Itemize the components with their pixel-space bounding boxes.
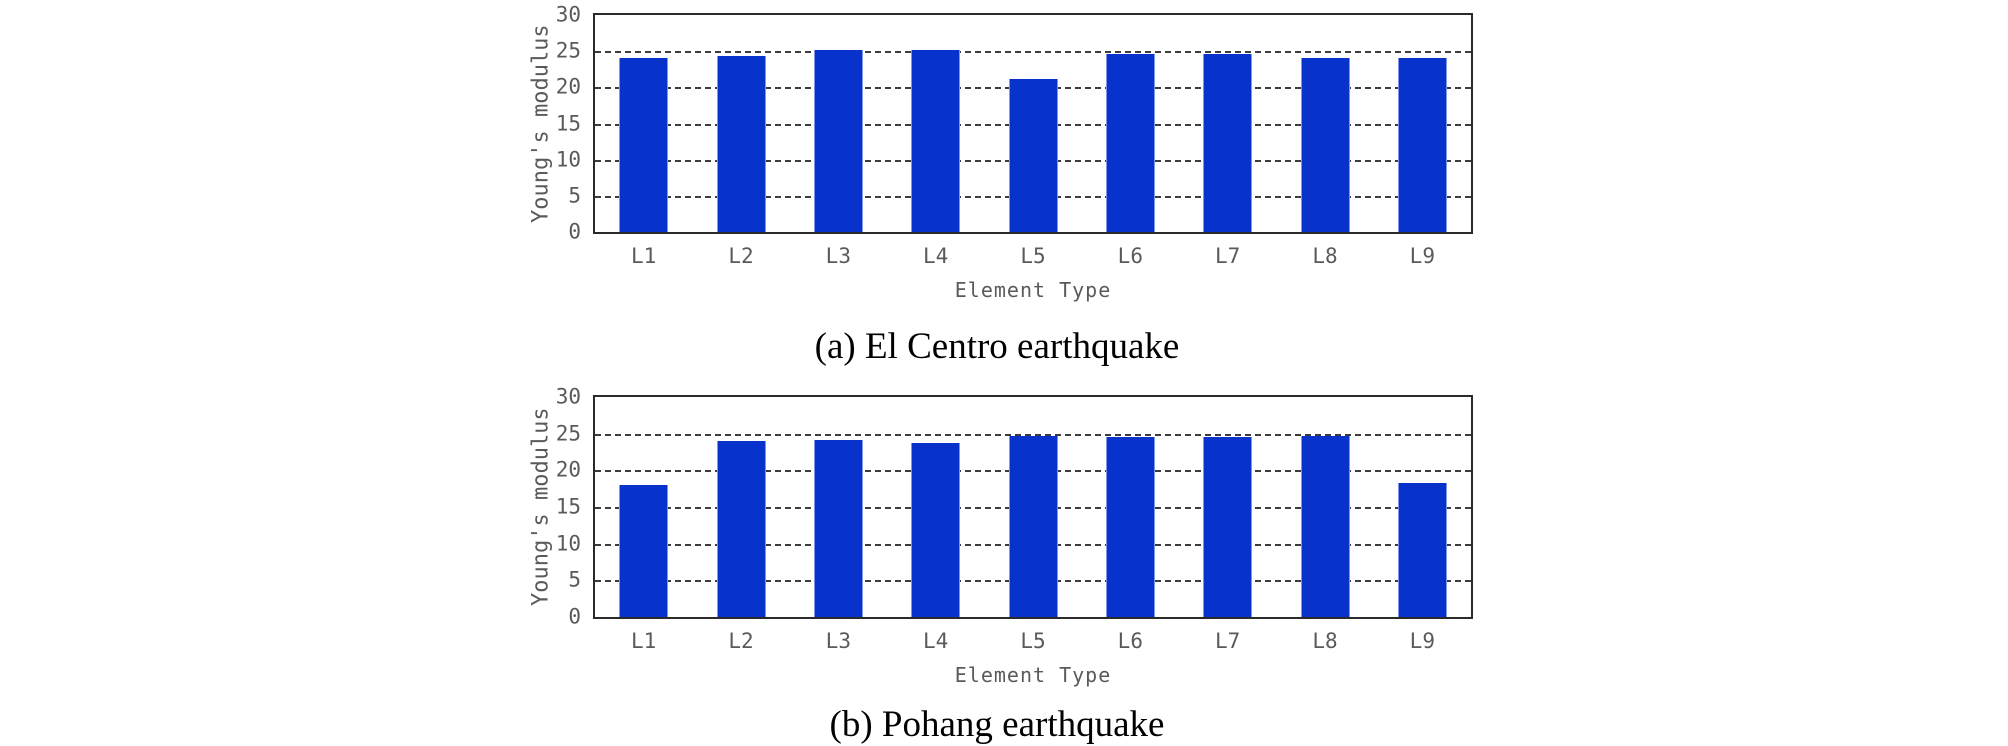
- bar-L5: [1008, 435, 1058, 617]
- x-tick-label-L1: L1: [631, 629, 657, 653]
- x-tick-label-L7: L7: [1215, 244, 1241, 268]
- bar-L8: [1300, 57, 1350, 232]
- x-tick-label-L2: L2: [728, 244, 754, 268]
- x-tick-label-L9: L9: [1409, 244, 1435, 268]
- x-tick-label-L3: L3: [825, 629, 851, 653]
- x-tick-label-L4: L4: [923, 629, 949, 653]
- x-tick-label-L4: L4: [923, 244, 949, 268]
- bar-L2: [716, 441, 766, 617]
- chart-pohang-plot-area: 0 5 10 15 20 25 30 L1 L2 L3 L4 L5 L6 L7 L8 L9 Young's mo…: [529, 386, 1473, 687]
- bar-L5: [1008, 79, 1058, 232]
- y-tick-label-5: 5: [568, 183, 581, 208]
- y-tick-label-20: 20: [555, 457, 581, 482]
- y-tick-label-15: 15: [555, 494, 581, 519]
- x-tick-label-L5: L5: [1020, 629, 1046, 653]
- x-tick-label-L7: L7: [1215, 629, 1241, 653]
- y-tick-label-10: 10: [555, 531, 581, 556]
- y-tick-label-0: 0: [568, 219, 581, 244]
- caption-pohang: (b) Pohang earthquake: [829, 704, 1165, 745]
- caption-el-centro: (a) El Centro earthquake: [814, 326, 1180, 367]
- bar-L3: [813, 50, 863, 232]
- x-tick-label-L8: L8: [1312, 629, 1338, 653]
- y-gridline-25: [595, 433, 1471, 436]
- chart-el-centro-plot-area: 0 5 10 15 20 25 30 L1 L2 L3 L4 L5 L6 L7 L8 L9 Young's mo…: [529, 4, 1473, 302]
- y-tick-label-20: 20: [555, 74, 581, 99]
- y-tick-label-0: 0: [568, 604, 581, 629]
- y-tick-label-25: 25: [555, 421, 581, 446]
- x-tick-label-L6: L6: [1117, 244, 1143, 268]
- y-tick-label-30: 30: [555, 2, 581, 27]
- bar-L6: [1105, 437, 1155, 617]
- bar-L1: [619, 485, 669, 617]
- x-tick-label-L2: L2: [728, 629, 754, 653]
- x-axis-title: Element Type: [954, 663, 1112, 687]
- x-tick-label-L9: L9: [1409, 629, 1435, 653]
- bar-L7: [1203, 54, 1253, 232]
- y-tick-label-10: 10: [555, 147, 581, 172]
- bar-L2: [716, 56, 766, 232]
- bar-L9: [1397, 482, 1447, 617]
- bar-L4: [911, 50, 961, 232]
- y-axis-title: Young's modulus: [528, 407, 554, 607]
- bar-L3: [813, 439, 863, 617]
- x-tick-label-L3: L3: [825, 244, 851, 268]
- y-tick-label-25: 25: [555, 38, 581, 63]
- bar-L1: [619, 57, 669, 232]
- x-tick-label-L8: L8: [1312, 244, 1338, 268]
- y-gridline-25: [595, 51, 1471, 54]
- y-axis-title: Young's modulus: [528, 24, 554, 223]
- bar-L4: [911, 443, 961, 617]
- bar-L6: [1105, 54, 1155, 232]
- bar-L9: [1397, 57, 1447, 232]
- x-tick-label-L6: L6: [1117, 629, 1143, 653]
- y-tick-label-15: 15: [555, 111, 581, 135]
- x-tick-label-L5: L5: [1020, 244, 1046, 268]
- y-tick-label-5: 5: [568, 567, 581, 592]
- x-axis-title: Element Type: [954, 278, 1112, 302]
- x-tick-label-L1: L1: [631, 244, 657, 268]
- y-tick-label-30: 30: [555, 384, 581, 409]
- bar-L8: [1300, 435, 1350, 617]
- bar-L7: [1203, 436, 1253, 617]
